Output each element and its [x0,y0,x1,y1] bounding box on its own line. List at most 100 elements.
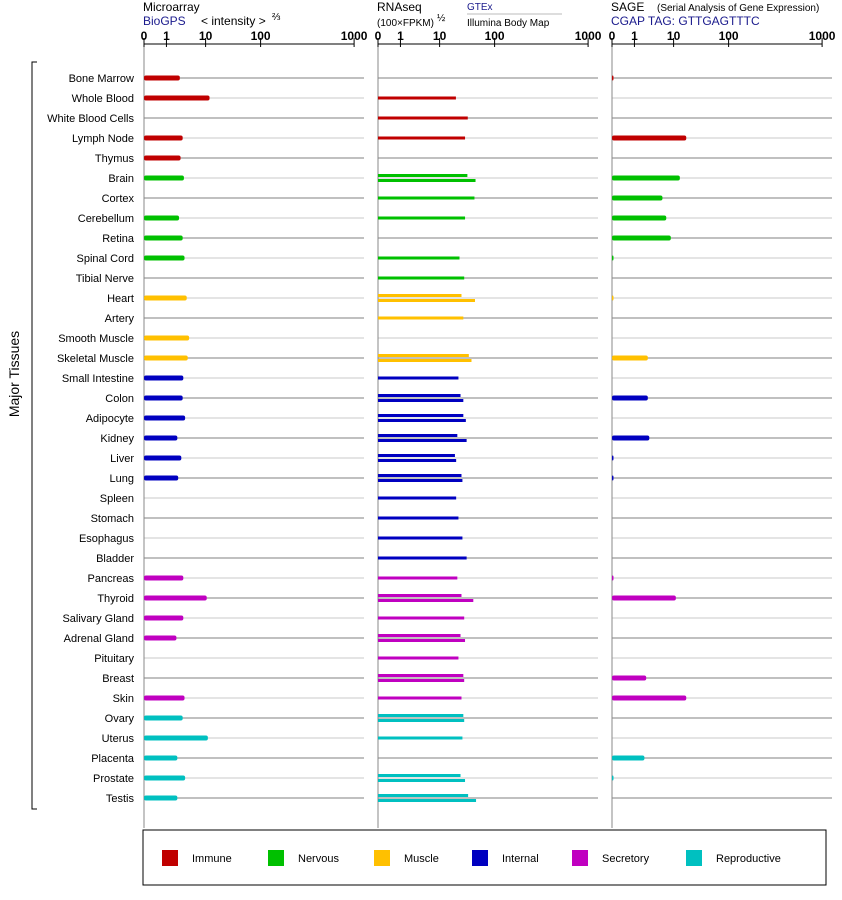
sage-title-note: (Serial Analysis of Gene Expression) [657,3,819,14]
tissue-label: Cerebellum [78,213,134,225]
gtex-link[interactable]: GTEx [467,2,493,13]
microarray-bar [144,775,186,781]
rnaseq-bar [378,354,469,357]
cgap-tag-link[interactable]: CGAP TAG: GTTGAGTTTC [611,14,760,28]
rnaseq-bar [378,316,464,320]
tissue-label: Uterus [102,733,135,745]
tissue-label: Kidney [100,433,134,445]
legend-swatch [162,850,178,866]
legend-swatch [572,850,588,866]
sage-bar [612,575,614,581]
y-axis-bracket [31,61,37,810]
legend-box [142,829,827,886]
microarray-bar [144,335,190,341]
microarray-bar [144,615,184,621]
sage-bar [612,775,614,781]
tissue-label: Prostate [93,773,134,785]
x-tick-label: 0 [609,29,616,43]
sage-bar [612,235,671,241]
rnaseq-bar [378,116,468,120]
tissue-label: Bladder [96,553,134,565]
rnaseq-bar [378,556,467,560]
microarray-bar [144,635,177,641]
microarray-bar [144,135,183,141]
microarray-bar [144,155,181,161]
rnaseq-bar [378,599,474,602]
rnaseq-bar [378,474,462,477]
x-tick-label: 10 [199,29,213,43]
microarray-bar [144,715,183,721]
rnaseq-bar [378,479,463,482]
rnaseq-bar [378,454,455,457]
x-tick-label: 1 [397,29,404,43]
tissue-label: Adrenal Gland [64,633,134,645]
sage-bar [612,395,648,401]
microarray-bar [144,575,184,581]
rnaseq-bar [378,794,469,797]
rnaseq-bar [378,616,465,620]
rnaseq-bar [378,136,466,140]
tissue-label: White Blood Cells [47,113,134,125]
rnaseq-bar [378,376,459,380]
legend: Immune Nervous Muscle Internal Secretory Repr… [162,850,781,866]
tissue-label: Lymph Node [72,133,134,145]
microarray-bar [144,355,188,361]
rnaseq-bar [378,774,461,777]
x-tick-label: 1 [631,29,638,43]
sage-bar [612,135,687,141]
sage-bar [612,755,645,761]
rnaseq-bar [378,594,462,597]
rnaseq-bar [378,359,472,362]
tissue-label: Ovary [105,713,135,725]
legend-label: Muscle [404,853,439,865]
rnaseq-unit-exponent: ½ [437,13,446,24]
sage-bar [612,75,614,81]
rnaseq-bar [378,276,465,280]
rnaseq-bar [378,736,463,740]
x-tick-label: 1000 [575,29,602,43]
microarray-bar [144,375,184,381]
sage-bar [612,695,687,701]
microarray-bar [144,75,180,81]
microarray-bar [144,455,182,461]
sage-bar [612,215,667,221]
x-tick-label: 1 [163,29,170,43]
biogps-link[interactable]: BioGPS [143,14,186,28]
microarray-bar [144,415,186,421]
tissue-label: Salivary Gland [62,613,134,625]
x-tick-label: 1000 [341,29,368,43]
rnaseq-bar [378,656,459,660]
rnaseq-bar [378,634,461,637]
sage-panel: 0 1 10 100 1000 [609,29,836,828]
microarray-title: Microarray [143,0,200,14]
rnaseq-bar [378,414,464,417]
tissue-label: Spinal Cord [77,253,134,265]
x-tick-label: 10 [667,29,681,43]
rnaseq-bar [378,714,464,717]
rnaseq-bar [378,496,457,500]
illumina-body-map-label: Illumina Body Map [467,18,550,29]
microarray-bar [144,435,178,441]
rnaseq-bar [378,439,467,442]
tissue-label: Testis [106,793,135,805]
rnaseq-bar [378,256,460,260]
rnaseq-bar [378,779,466,782]
tissue-labels: Bone Marrow Whole Blood White Blood Cells L… [47,73,135,805]
tissue-label: Whole Blood [72,93,134,105]
tissue-label: Heart [107,293,134,305]
microarray-bar [144,795,178,801]
legend-label: Immune [192,853,232,865]
tissue-label: Thymus [95,153,135,165]
rnaseq-bar [378,459,457,462]
rnaseq-bar [378,536,463,540]
legend-swatch [686,850,702,866]
tissue-label: Bone Marrow [69,73,134,85]
microarray-bar [144,755,178,761]
tissue-label: Smooth Muscle [58,333,134,345]
rnaseq-title: RNAseq [377,0,422,14]
rnaseq-unit: (100×FPKM) [377,18,434,29]
microarray-bar [144,255,185,261]
rnaseq-bar [378,679,465,682]
rnaseq-bar [378,179,476,182]
x-tick-label: 0 [141,29,148,43]
